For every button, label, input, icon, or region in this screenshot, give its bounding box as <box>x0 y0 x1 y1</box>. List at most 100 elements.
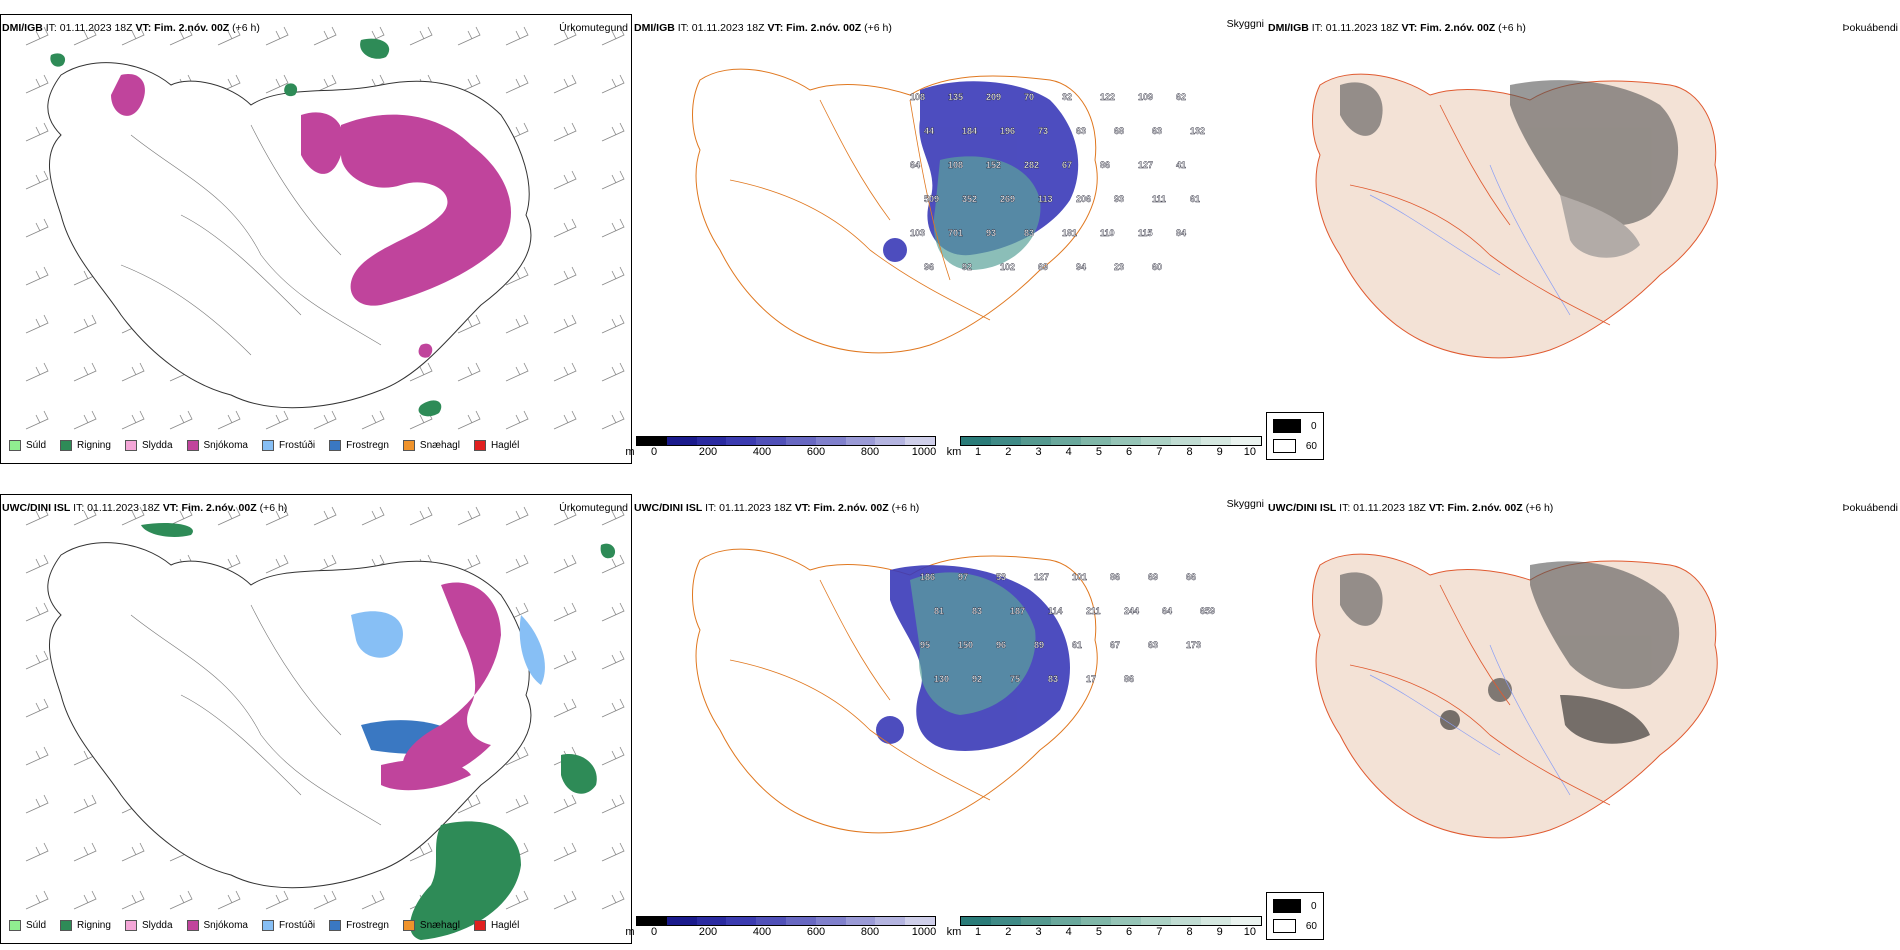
wind-barb <box>553 602 577 622</box>
fog-map-top[interactable] <box>0 0 1900 470</box>
colorbar-tick-label: 5 <box>1095 446 1102 458</box>
legend-label: Frostúði <box>278 920 316 931</box>
legend-label: Rigning <box>77 440 111 451</box>
model-label: UWC/DINI ISL <box>634 502 703 514</box>
colorbar-swatch <box>905 917 935 925</box>
fog-legend-label: 60 <box>1305 920 1317 932</box>
fog-legend-label: 0 <box>1311 900 1317 912</box>
fog-legend-item: 0 <box>1273 899 1317 913</box>
legend-item: Snæhagl <box>402 440 460 451</box>
legend-swatch <box>329 440 342 451</box>
ceiling-value-label: 84 <box>1176 228 1186 238</box>
wind-barb <box>25 362 49 382</box>
ceiling-value-label: 95 <box>920 640 930 650</box>
visibility-ticks: km 1 2 3 4 5 6 7 8 9 10 <box>947 446 1262 460</box>
colorbar-swatch <box>815 437 846 445</box>
ceiling-value-label: 86 <box>1110 572 1120 582</box>
ceiling-value-label: 66 <box>1186 572 1196 582</box>
wind-barb <box>265 410 289 430</box>
wind-barb <box>409 506 433 526</box>
precip-header-top: DMI/IGB IT: 01.11.2023 18Z VT: Fim. 2.nó… <box>2 22 260 34</box>
wind-barb <box>265 554 289 574</box>
wind-barb <box>505 506 529 526</box>
lead-time: (+6 h) <box>1498 22 1526 34</box>
ceiling-ticks: m 0 200 400 600 800 1000 <box>625 446 936 460</box>
wind-barb <box>601 410 625 430</box>
ceiling-value-label: 181 <box>1062 228 1077 238</box>
colorbar-unit: m <box>625 446 635 458</box>
rivers <box>1369 164 1571 316</box>
legend-label: Snæhagl <box>419 440 460 451</box>
wind-barb <box>601 554 625 574</box>
ceiling-value-label: 75 <box>1010 674 1020 684</box>
wind-barb <box>601 218 625 238</box>
wind-barb <box>265 890 289 910</box>
ceiling-value-label: 69 <box>1038 262 1048 272</box>
legend-label: Slydda <box>141 440 173 451</box>
init-time: IT: 01.11.2023 18Z <box>705 502 792 514</box>
precip-map-top[interactable]: Súld Rigning Slydda Snjókoma Frostúði Frostre… <box>0 14 632 464</box>
wind-barb <box>73 314 97 334</box>
colorbar-tick-label: 400 <box>752 926 772 938</box>
colorbar-tick-label: 1 <box>975 926 982 938</box>
ceiling-value-label: 83 <box>972 606 982 616</box>
colorbar-swatch <box>726 917 757 925</box>
precip-legend-top: Súld Rigning Slydda Snjókoma Frostúði Frostre… <box>9 440 533 451</box>
ceiling-value-label: 127 <box>1034 572 1049 582</box>
colorbar-swatch <box>845 917 876 925</box>
wind-barb <box>25 698 49 718</box>
wind-barb <box>25 842 49 862</box>
fog-legend-label: 60 <box>1305 440 1317 452</box>
colorbar-tick-label: 0 <box>650 926 658 938</box>
colorbar-swatch <box>845 437 876 445</box>
wind-barb <box>601 506 625 526</box>
wind-barb <box>505 26 529 46</box>
colorbar-swatch <box>696 437 727 445</box>
ceiling-value-label: 93 <box>986 228 996 238</box>
ceiling-value-label: 173 <box>1186 640 1201 650</box>
colorbar-swatch <box>785 917 816 925</box>
wind-barb <box>313 26 337 46</box>
road-network <box>1349 584 1611 806</box>
precip-map-bottom[interactable]: Súld Rigning Slydda Snjókoma Frostúði Frostre… <box>0 494 632 944</box>
wind-barb <box>169 26 193 46</box>
init-time: IT: 01.11.2023 18Z <box>45 22 133 34</box>
colorbar-swatch <box>1021 437 1051 445</box>
ceiling-value-label: 509 <box>924 194 939 204</box>
legend-item: Frostúði <box>261 440 315 451</box>
wind-barb <box>553 26 577 46</box>
legend-swatch <box>473 440 486 451</box>
ceiling-value-label: 659 <box>1200 606 1215 616</box>
lead-time: (+6 h) <box>1525 502 1554 514</box>
cloud-title-bottom: Skyggni <box>1226 498 1264 510</box>
ceiling-value-label: 701 <box>948 228 963 238</box>
legend-label: Slydda <box>141 920 173 931</box>
valid-time: VT: Fim. 2.nóv. 00Z <box>794 502 889 514</box>
wind-barb <box>25 26 49 46</box>
ceiling-value-label: 130 <box>934 674 949 684</box>
model-label: UWC/DINI ISL <box>1268 502 1337 514</box>
ceiling-value-label: 32 <box>1062 92 1072 102</box>
wind-barb <box>217 506 241 526</box>
legend-item: Haglél <box>473 440 519 451</box>
wind-barb <box>601 122 625 142</box>
wind-barb <box>505 554 529 574</box>
wind-barb <box>553 362 577 382</box>
ceiling-value-label: 206 <box>1076 194 1091 204</box>
colorbar-swatch <box>666 917 697 925</box>
ceiling-value-label: 44 <box>924 126 934 136</box>
colorbar-tick-label: 4 <box>1065 446 1072 458</box>
ceiling-value-label: 96 <box>924 262 934 272</box>
freezing-drizzle-area <box>351 611 545 685</box>
colorbar-tick-label: 4 <box>1065 926 1072 938</box>
cloud-title-top: Skyggni <box>1226 18 1264 30</box>
wind-barb <box>457 794 481 814</box>
ceiling-value-label: 61 <box>1190 194 1200 204</box>
wind-barb <box>361 506 385 526</box>
colorbar-tick-label: 800 <box>860 926 880 938</box>
snowfall-area <box>381 582 501 791</box>
legend-item: Frostregn <box>329 920 389 931</box>
